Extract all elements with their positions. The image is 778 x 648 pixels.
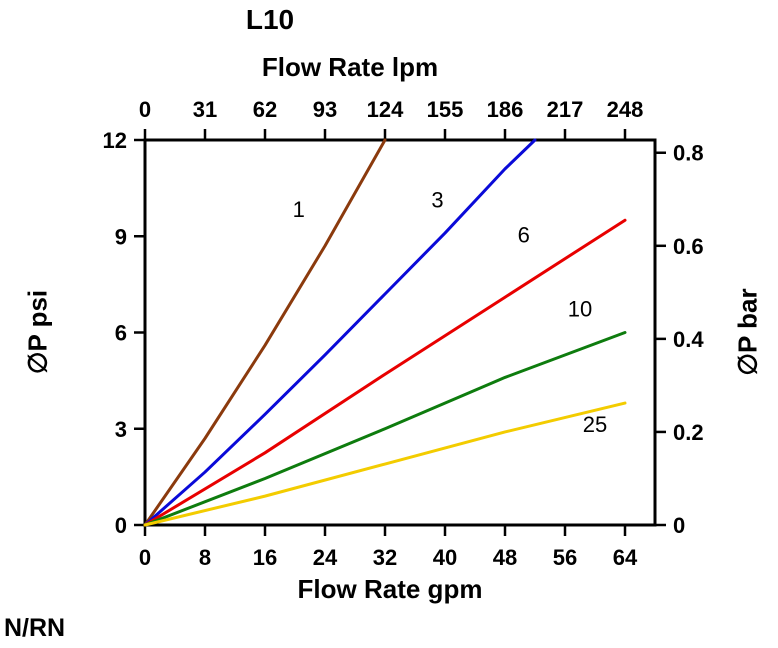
series-line-25	[143, 401, 627, 527]
right-tick-label: 0.4	[673, 327, 704, 352]
series-label-6: 6	[518, 223, 530, 248]
x-tick-label: 16	[253, 545, 277, 570]
top-tick-label: 124	[367, 97, 404, 122]
top-tick-label: 62	[253, 97, 277, 122]
y-tick-label: 0	[115, 513, 127, 538]
top-tick-label: 0	[139, 97, 151, 122]
x-tick-label: 8	[199, 545, 211, 570]
top-tick-label: 248	[607, 97, 644, 122]
x-tick-label: 24	[313, 545, 338, 570]
right-tick-label: 0	[673, 513, 685, 538]
series-line-10	[143, 331, 627, 527]
chart-title: L10	[245, 4, 295, 35]
series-label-1: 1	[293, 197, 305, 222]
top-tick-label: 186	[487, 97, 524, 122]
x-tick-label: 64	[613, 545, 638, 570]
top-tick-label: 93	[313, 97, 337, 122]
top-axis-title: Flow Rate lpm	[261, 52, 439, 82]
y-tick-label: 3	[115, 417, 127, 442]
series-line-1	[143, 138, 387, 527]
top-tick-label: 31	[193, 97, 217, 122]
series-line-6	[143, 218, 627, 527]
y-tick-label: 6	[115, 321, 127, 346]
bottom-axis-title: Flow Rate gpm	[297, 574, 483, 604]
x-tick-label: 40	[433, 545, 457, 570]
x-tick-label: 0	[139, 545, 151, 570]
series-line-3	[143, 138, 537, 527]
x-tick-label: 48	[493, 545, 517, 570]
y-tick-label: 12	[103, 128, 127, 153]
series-label-3: 3	[431, 187, 443, 212]
top-tick-label: 155	[427, 97, 464, 122]
plot-frame	[143, 138, 657, 527]
model-code-footnote: N/RN	[4, 614, 66, 642]
x-tick-label: 56	[553, 545, 577, 570]
series-label-10: 10	[568, 296, 592, 321]
top-tick-label: 217	[547, 97, 584, 122]
series-label-25: 25	[583, 412, 607, 437]
y-tick-label: 9	[115, 224, 127, 249]
right-tick-label: 0.2	[673, 420, 704, 445]
right-tick-label: 0.8	[673, 141, 704, 166]
right-tick-label: 0.6	[673, 234, 704, 259]
x-tick-label: 32	[373, 545, 397, 570]
